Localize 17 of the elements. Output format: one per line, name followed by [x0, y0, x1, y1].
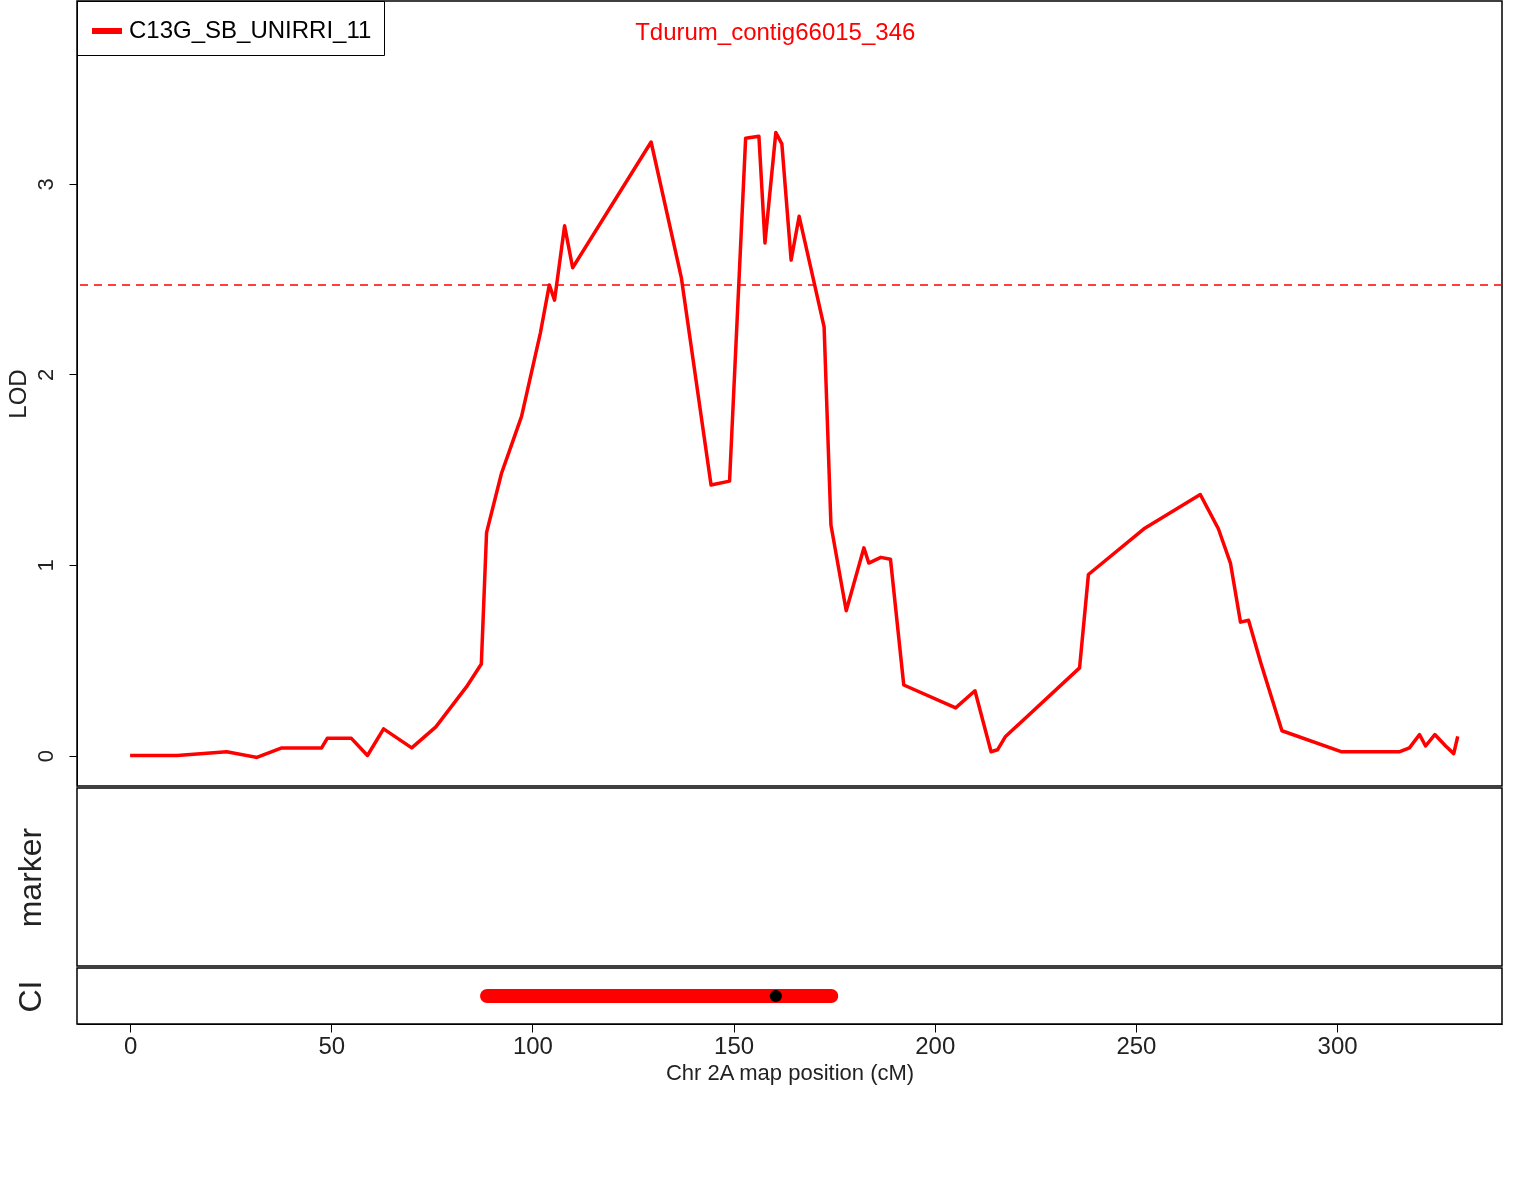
legend-label: C13G_SB_UNIRRI_11 — [129, 16, 372, 43]
y-tick-label: 0 — [32, 749, 58, 763]
x-tick-label: 150 — [714, 1031, 755, 1059]
x-tick-label: 250 — [1116, 1031, 1157, 1059]
y-tick-label: 1 — [32, 559, 58, 572]
annotation: Tdurum_contig66015_346 — [635, 18, 916, 45]
x-axis-title: Chr 2A map position (cM) — [665, 1059, 915, 1085]
x-tick-label: 300 — [1317, 1031, 1358, 1059]
y-tick-label: 3 — [32, 178, 58, 191]
y-axis-title: CI — [11, 980, 48, 1013]
y-tick-label: 2 — [32, 368, 58, 382]
x-tick-label: 200 — [915, 1031, 956, 1059]
x-tick-label: 100 — [512, 1031, 553, 1059]
x-tick-label: 50 — [318, 1031, 346, 1059]
y-axis-title: LOD — [3, 369, 31, 419]
x-tick-label: 0 — [123, 1031, 138, 1059]
text: marker — [11, 827, 48, 928]
